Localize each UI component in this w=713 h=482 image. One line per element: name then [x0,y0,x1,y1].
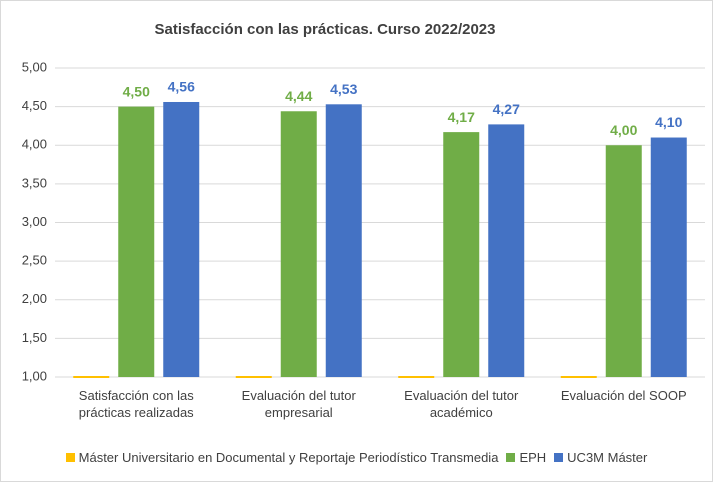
y-tick-label: 5,00 [22,59,47,74]
y-tick-label: 3,50 [22,175,47,190]
y-tick-label: 4,50 [22,98,47,113]
bar [650,137,687,377]
bar [73,376,110,378]
y-tick-label: 4,00 [22,137,47,152]
legend-swatch [506,453,516,462]
bar [163,101,200,378]
x-tick-label: Evaluación del tutor empresarial [241,388,356,420]
legend-swatch [554,453,564,462]
data-label: 4,53 [330,81,357,97]
bar [605,145,642,377]
legend-item: EPH [506,450,546,465]
bar [325,104,362,378]
legend-label: Máster Universitario en Documental y Rep… [78,450,499,465]
chart-title: Satisfacción con las prácticas. Curso 20… [154,21,495,38]
legend-label: UC3M Máster [567,450,648,465]
bar [488,124,525,377]
data-label: 4,56 [168,79,195,95]
legend: Máster Universitario en Documental y Rep… [0,450,713,465]
data-label: 4,27 [493,101,520,117]
bar [280,111,317,377]
x-tick-label: Evaluación del tutor académico [404,388,519,420]
x-tick-label: Evaluación del SOOP [560,388,687,403]
x-tick-label: Satisfacción con las prácticas realizada… [78,388,194,420]
legend-label: EPH [519,450,547,465]
bar [118,106,155,377]
y-tick-label: 1,50 [22,330,47,345]
data-label: 4,17 [448,109,475,125]
bar [443,132,480,377]
data-label: 4,00 [610,122,637,138]
y-tick-label: 3,00 [22,214,47,229]
bar [560,376,597,378]
legend-item: Máster Universitario en Documental y Rep… [65,450,499,465]
data-label: 4,50 [123,83,150,99]
legend-swatch [65,453,75,462]
y-tick-label: 2,00 [22,291,47,306]
legend-item: UC3M Máster [554,450,647,465]
y-tick-label: 2,50 [22,253,47,268]
bar [235,376,272,378]
bar [398,376,435,378]
data-label: 4,10 [655,114,682,130]
y-tick-label: 1,00 [22,368,47,383]
data-label: 4,44 [285,88,312,104]
